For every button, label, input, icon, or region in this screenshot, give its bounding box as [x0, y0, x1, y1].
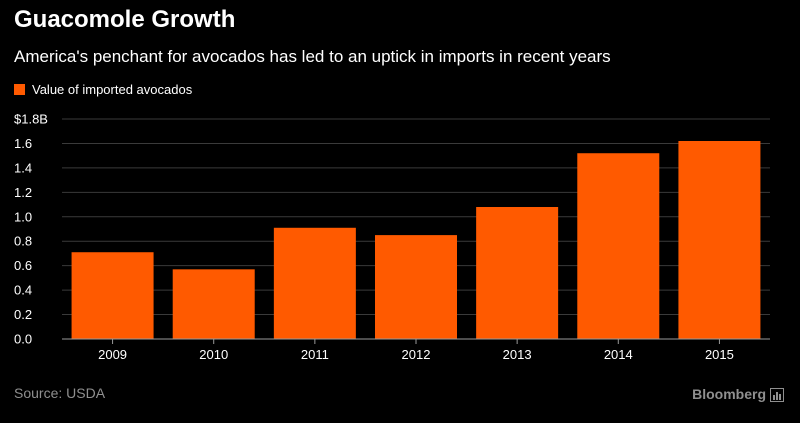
bar-2012 [375, 235, 457, 339]
bar-2010 [172, 269, 255, 339]
bar-layer [71, 141, 761, 339]
x-tick-label: 2013 [503, 347, 532, 362]
bar-2015 [678, 141, 761, 339]
legend-label: Value of imported avocados [32, 82, 193, 97]
y-tick-label: $1.8B [14, 112, 48, 127]
bar-2013 [476, 207, 559, 339]
y-tick-label: 0.6 [14, 258, 32, 273]
x-tick-label: 2009 [98, 347, 127, 362]
legend: Value of imported avocados [14, 82, 192, 97]
y-tick-label: 0.4 [14, 283, 32, 298]
x-tick-label: 2011 [301, 347, 329, 362]
bar-2009 [71, 252, 154, 339]
y-tick-label: 1.2 [14, 185, 32, 200]
legend-swatch [14, 84, 25, 95]
x-tick-label: 2010 [199, 347, 228, 362]
y-tick-label: 1.0 [14, 209, 32, 224]
y-tick-label: 0.0 [14, 332, 32, 347]
source-note: Source: USDA [14, 385, 106, 401]
x-tick-label: 2012 [402, 347, 431, 362]
y-tick-label: 0.2 [14, 307, 32, 322]
x-tick-label: 2014 [604, 347, 633, 362]
axis-layer: 0.0 0.2 0.4 0.6 0.8 1.0 1.2 1.4 1.6 $1.8B 2009 2010… [14, 112, 770, 362]
bloomberg-chart-icon [770, 388, 784, 402]
y-tick-label: 0.8 [14, 234, 32, 249]
chart-title: Guacomole Growth [14, 6, 236, 33]
bloomberg-logo: Bloomberg [692, 386, 766, 402]
y-tick-label: 1.6 [14, 136, 32, 151]
x-tick-label: 2015 [705, 347, 734, 362]
chart-subtitle: America's penchant for avocados has led … [14, 47, 611, 66]
bar-2011 [273, 227, 356, 339]
bar-2014 [577, 153, 660, 339]
y-tick-label: 1.4 [14, 160, 32, 175]
